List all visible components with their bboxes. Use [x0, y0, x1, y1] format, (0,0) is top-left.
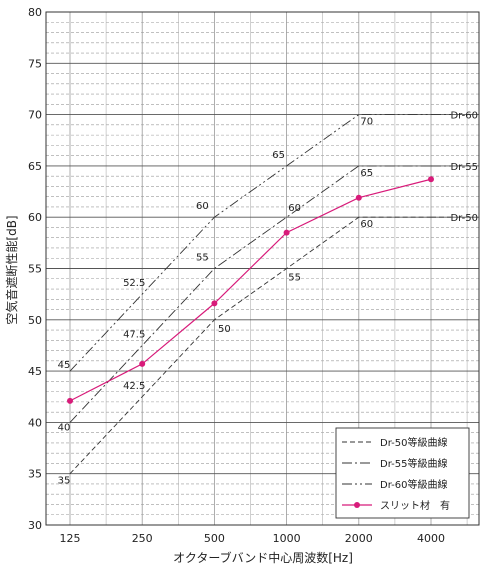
- data-point: [283, 229, 290, 236]
- y-tick-label: 80: [28, 6, 42, 19]
- series-line-0: [69, 216, 431, 475]
- y-tick-label: 65: [28, 160, 42, 173]
- curve-end-label: Dr-60: [450, 111, 478, 122]
- y-tick-label: 70: [28, 109, 42, 122]
- y-tick-label: 50: [28, 314, 42, 327]
- series-line-1: [69, 165, 431, 423]
- x-tick-label: 2000: [345, 532, 373, 545]
- curve-value-label: 60: [196, 201, 209, 212]
- legend-marker: [354, 502, 360, 508]
- axis-layer: オクターブバンド中心周波数[Hz] 空気音遮断性能[dB]: [4, 215, 353, 565]
- curve-value-label: 60: [288, 203, 301, 214]
- y-tick-label: 30: [28, 519, 42, 532]
- legend-label-2: Dr-60等級曲線: [380, 478, 448, 491]
- data-point: [428, 176, 434, 183]
- x-tick-label: 125: [60, 532, 81, 545]
- y-tick-label: 40: [28, 416, 42, 429]
- data-point: [211, 300, 218, 307]
- curve-value-label: 70: [360, 117, 373, 128]
- curve-value-label: 52.5: [123, 278, 145, 289]
- y-tick-label: 45: [28, 365, 42, 378]
- y-axis-title: 空気音遮断性能[dB]: [4, 215, 19, 324]
- series-layer: [67, 114, 451, 475]
- curve-value-label: 40: [58, 422, 71, 433]
- curve-value-label: 45: [58, 360, 71, 371]
- y-tick-label: 60: [28, 211, 42, 224]
- x-tick-label: 4000: [417, 532, 445, 545]
- y-tick-label: 75: [28, 57, 42, 70]
- y-tick-label: 35: [28, 468, 42, 481]
- x-tick-label: 1000: [273, 532, 301, 545]
- data-point: [139, 360, 146, 367]
- series-line-3: [69, 178, 432, 402]
- curve-end-label: Dr-50: [450, 213, 478, 224]
- curve-end-label: Dr-55: [450, 162, 478, 173]
- curve-value-label: 55: [196, 253, 209, 264]
- x-tick-label: 500: [204, 532, 225, 545]
- curve-value-label: 65: [272, 150, 285, 161]
- curve-value-label: 60: [360, 219, 373, 230]
- legend-label-0: Dr-50等級曲線: [380, 436, 448, 449]
- legend-label-3: スリット材 有: [380, 499, 450, 512]
- curve-value-label: 35: [58, 476, 71, 487]
- curve-value-label: 42.5: [123, 381, 145, 392]
- curve-value-label: 55: [288, 273, 301, 284]
- legend-label-1: Dr-55等級曲線: [380, 457, 448, 470]
- series-line-2: [69, 114, 431, 372]
- x-axis-title: オクターブバンド中心周波数[Hz]: [173, 550, 353, 565]
- plot-frame: [45, 11, 480, 526]
- curve-value-label: 65: [360, 168, 373, 179]
- x-tick-label: 250: [132, 532, 153, 545]
- data-point: [355, 194, 362, 201]
- grid-layer: [45, 11, 480, 526]
- data-point: [67, 397, 73, 404]
- curve-value-label: 47.5: [123, 329, 145, 340]
- label-layer: 30 35 40 45 50 55 60 65 70 75 80 125 250 500 1000 2000 4…: [28, 6, 478, 545]
- curve-value-label: 50: [218, 324, 231, 335]
- y-tick-label: 55: [28, 263, 42, 276]
